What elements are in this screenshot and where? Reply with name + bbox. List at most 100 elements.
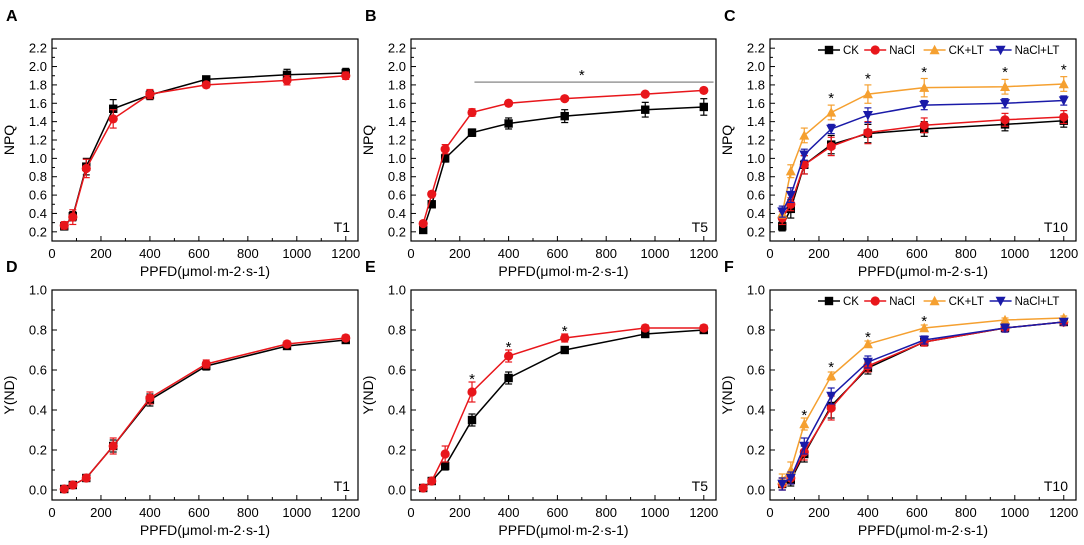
x-tick-label: 800 bbox=[955, 246, 977, 261]
data-point bbox=[68, 212, 78, 222]
y-tick-label: 2.0 bbox=[388, 59, 406, 74]
data-point bbox=[418, 483, 428, 493]
series-line bbox=[781, 321, 1064, 485]
x-tick-label: 200 bbox=[90, 505, 112, 520]
y-tick-label: 0.4 bbox=[29, 206, 47, 221]
legend-label: NaCl bbox=[889, 45, 915, 57]
x-tick-label: 1200 bbox=[1049, 246, 1078, 261]
panel-letter: B bbox=[365, 8, 377, 25]
data-point bbox=[826, 141, 836, 152]
x-tick-label: 600 bbox=[906, 246, 928, 261]
data-point bbox=[1058, 96, 1069, 106]
data-point bbox=[504, 351, 514, 361]
y-tick-label: 1.0 bbox=[388, 283, 406, 298]
data-point bbox=[785, 190, 796, 201]
y-tick-label: 1.4 bbox=[29, 114, 47, 129]
data-point bbox=[919, 120, 929, 130]
data-point bbox=[108, 114, 118, 124]
x-tick-label: 200 bbox=[449, 505, 471, 520]
panel-c: 0 200 400 600 800 1000 1200 0.2 0.4 0.6 0.8 1.0 1.2 1… bbox=[719, 8, 1078, 279]
x-tick-label: 1200 bbox=[689, 246, 718, 261]
y-tick-label: 0.8 bbox=[747, 169, 765, 184]
data-point bbox=[640, 89, 650, 99]
data-point bbox=[201, 80, 211, 90]
data-point bbox=[641, 105, 650, 114]
x-tick-label: 800 bbox=[595, 505, 617, 520]
data-point bbox=[560, 345, 569, 355]
series-nacl-lt bbox=[777, 95, 1069, 218]
data-point bbox=[778, 222, 787, 231]
legend-label: CK+LT bbox=[949, 296, 984, 308]
data-point bbox=[440, 144, 450, 154]
x-tick-label: 800 bbox=[237, 246, 259, 261]
data-point bbox=[467, 415, 477, 425]
panel-condition-label: T10 bbox=[1044, 478, 1068, 494]
series-line bbox=[422, 327, 704, 489]
y-tick-label: 0.2 bbox=[29, 224, 47, 239]
data-point bbox=[81, 163, 91, 174]
panel-e: 0 200 400 600 800 1000 1200 0.0 0.2 0.4 0.6 0.8 1.0 P… bbox=[360, 259, 718, 538]
legend-label: CK bbox=[843, 45, 859, 57]
y-tick-label: 2.2 bbox=[388, 41, 406, 56]
x-axis-title: PPFD(μmol·m-2·s-1) bbox=[140, 263, 270, 279]
data-point bbox=[862, 88, 873, 99]
data-point bbox=[282, 75, 292, 85]
plot-frame bbox=[410, 38, 717, 242]
x-tick-label: 0 bbox=[407, 246, 414, 261]
x-tick-label: 0 bbox=[407, 505, 414, 520]
y-tick-label: 1.6 bbox=[29, 96, 47, 111]
y-tick-label: 2.2 bbox=[29, 41, 47, 56]
series-nacl bbox=[418, 323, 709, 493]
y-tick-label: 0.8 bbox=[388, 169, 406, 184]
y-axis-title: NPQ bbox=[1, 125, 17, 155]
significance-star: * bbox=[562, 323, 568, 340]
data-point bbox=[419, 225, 428, 235]
panel-condition-label: T10 bbox=[1044, 219, 1068, 235]
significance-star: * bbox=[801, 407, 807, 424]
y-tick-label: 0.2 bbox=[388, 224, 406, 239]
series-line bbox=[422, 106, 704, 231]
x-tick-label: 200 bbox=[449, 246, 471, 261]
data-point bbox=[59, 220, 69, 230]
series-ck-lt bbox=[777, 76, 1069, 219]
data-point bbox=[699, 323, 709, 333]
x-tick-label: 800 bbox=[237, 505, 259, 520]
y-tick-label: 1.8 bbox=[388, 77, 406, 92]
data-point bbox=[699, 85, 709, 96]
legend-marker bbox=[995, 296, 1006, 307]
data-point bbox=[560, 111, 569, 121]
y-tick-label: 0.0 bbox=[388, 483, 406, 498]
x-axis-title: PPFD(μmol·m-2·s-1) bbox=[140, 522, 270, 538]
legend-label: NaCl bbox=[889, 296, 915, 308]
legend-marker bbox=[870, 45, 880, 55]
plot-frame bbox=[769, 289, 1077, 501]
series-ck bbox=[778, 113, 1068, 232]
data-point bbox=[919, 100, 930, 111]
x-axis-title: PPFD(μmol·m-2·s-1) bbox=[858, 522, 988, 538]
x-tick-label: 200 bbox=[90, 246, 112, 261]
x-tick-label: 800 bbox=[595, 246, 617, 261]
y-tick-label: 0.2 bbox=[388, 443, 406, 458]
y-axis-title: NPQ bbox=[360, 125, 376, 155]
data-point bbox=[145, 89, 155, 99]
data-point bbox=[108, 441, 118, 451]
x-tick-label: 1000 bbox=[641, 246, 670, 261]
x-tick-label: 400 bbox=[498, 246, 520, 261]
y-tick-label: 0.4 bbox=[747, 403, 765, 418]
significance-star: * bbox=[921, 313, 927, 330]
data-point bbox=[440, 461, 450, 471]
data-point bbox=[862, 111, 873, 121]
x-tick-label: 200 bbox=[808, 505, 830, 520]
data-point bbox=[418, 218, 428, 229]
data-point bbox=[427, 189, 437, 199]
y-tick-label: 0.2 bbox=[747, 224, 765, 239]
x-tick-label: 0 bbox=[48, 246, 55, 261]
data-point bbox=[467, 387, 477, 397]
data-point bbox=[282, 70, 292, 80]
data-point bbox=[1000, 115, 1010, 125]
data-point bbox=[863, 128, 873, 138]
legend: CK NaCl CK+LT NaCl+LT bbox=[818, 295, 1059, 308]
y-tick-label: 1.8 bbox=[747, 77, 765, 92]
data-point bbox=[560, 94, 570, 104]
data-point bbox=[467, 128, 477, 137]
